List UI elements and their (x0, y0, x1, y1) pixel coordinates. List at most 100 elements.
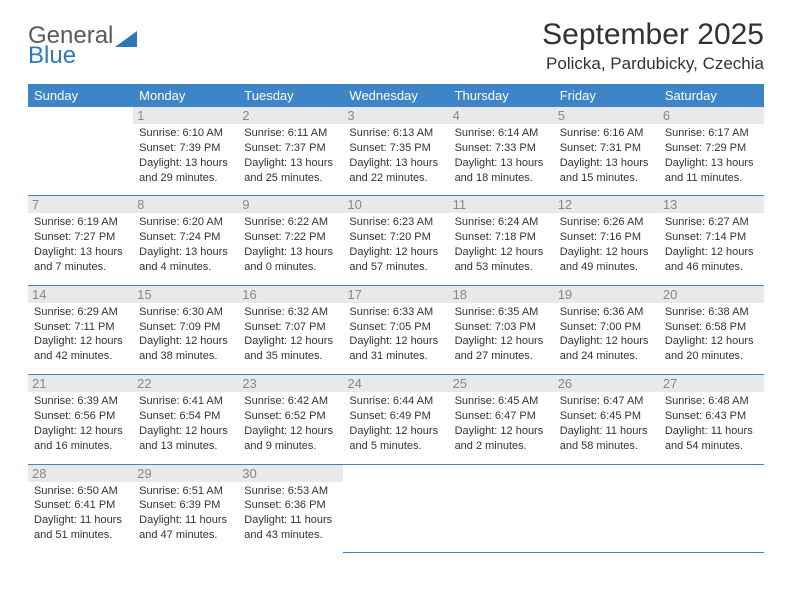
day-number: 6 (659, 107, 764, 124)
sunset-line: Sunset: 7:29 PM (665, 141, 758, 156)
location: Policka, Pardubicky, Czechia (542, 54, 764, 74)
day-number: 18 (449, 286, 554, 303)
calendar-row: 28 Sunrise: 6:50 AMSunset: 6:41 PM Dayligh… (28, 464, 764, 553)
day-cell: 10Sunrise: 6:23 AMSunset: 7:20 PMDayligh… (343, 196, 448, 285)
daylight-line: Daylight: 12 hours and 57 minutes. (349, 245, 442, 275)
weekday-header: Monday (133, 84, 238, 107)
sunrise-line: Sunrise: 6:17 AM (665, 126, 758, 141)
month-title: September 2025 (542, 18, 764, 52)
daylight-line: Daylight: 13 hours and 22 minutes. (349, 156, 442, 186)
daylight-line: Daylight: 12 hours and 46 minutes. (665, 245, 758, 275)
sunset-line: Sunset: 7:07 PM (244, 320, 337, 335)
sunrise-line: Sunrise: 6:36 AM (560, 305, 653, 320)
day-number: 28 (28, 465, 133, 482)
sunrise-line: Sunrise: 6:50 AM (34, 484, 127, 499)
day-cell: 29Sunrise: 6:51 AMSunset: 6:39 PMDayligh… (133, 464, 238, 553)
calendar-row: 1Sunrise: 6:10 AMSunset: 7:39 PMDaylight… (28, 107, 764, 196)
daylight-line: Daylight: 12 hours and 16 minutes. (34, 424, 127, 454)
sunset-line: Sunset: 7:20 PM (349, 230, 442, 245)
day-number: 3 (343, 107, 448, 124)
day-number: 23 (238, 375, 343, 392)
sunrise-line: Sunrise: 6:20 AM (139, 215, 232, 230)
sunrise-line: Sunrise: 6:53 AM (244, 484, 337, 499)
logo-text-wrap: General Blue (28, 24, 113, 68)
day-number: 17 (343, 286, 448, 303)
empty-cell (554, 464, 659, 553)
sunrise-line: Sunrise: 6:32 AM (244, 305, 337, 320)
title-block: September 2025 Policka, Pardubicky, Czec… (542, 18, 764, 74)
sunrise-line: Sunrise: 6:39 AM (34, 394, 127, 409)
calendar-row: 7Sunrise: 6:19 AMSunset: 7:27 PMDaylight… (28, 196, 764, 285)
sunrise-line: Sunrise: 6:47 AM (560, 394, 653, 409)
sunset-line: Sunset: 7:33 PM (455, 141, 548, 156)
sunrise-line: Sunrise: 6:38 AM (665, 305, 758, 320)
day-cell: 15Sunrise: 6:30 AMSunset: 7:09 PMDayligh… (133, 285, 238, 374)
sunset-line: Sunset: 6:47 PM (455, 409, 548, 424)
day-number: 20 (659, 286, 764, 303)
daylight-line: Daylight: 12 hours and 13 minutes. (139, 424, 232, 454)
daylight-line: Daylight: 12 hours and 42 minutes. (34, 334, 127, 364)
day-cell: 18Sunrise: 6:35 AMSunset: 7:03 PMDayligh… (449, 285, 554, 374)
day-cell: 25Sunrise: 6:45 AMSunset: 6:47 PMDayligh… (449, 375, 554, 464)
day-number: 5 (554, 107, 659, 124)
sunrise-line: Sunrise: 6:41 AM (139, 394, 232, 409)
sunset-line: Sunset: 7:16 PM (560, 230, 653, 245)
day-cell: 24Sunrise: 6:44 AMSunset: 6:49 PMDayligh… (343, 375, 448, 464)
daylight-line: Daylight: 13 hours and 29 minutes. (139, 156, 232, 186)
sunset-line: Sunset: 7:14 PM (665, 230, 758, 245)
sunrise-line: Sunrise: 6:27 AM (665, 215, 758, 230)
daylight-line: Daylight: 11 hours and 43 minutes. (244, 513, 337, 543)
day-number: 4 (449, 107, 554, 124)
sunrise-line: Sunrise: 6:48 AM (665, 394, 758, 409)
sunset-line: Sunset: 7:39 PM (139, 141, 232, 156)
day-number: 15 (133, 286, 238, 303)
sunset-line: Sunset: 7:18 PM (455, 230, 548, 245)
day-cell: 4Sunrise: 6:14 AMSunset: 7:33 PMDaylight… (449, 107, 554, 196)
day-number: 27 (659, 375, 764, 392)
day-number: 14 (28, 286, 133, 303)
sunset-line: Sunset: 7:05 PM (349, 320, 442, 335)
sunset-line: Sunset: 7:27 PM (34, 230, 127, 245)
daylight-line: Daylight: 12 hours and 24 minutes. (560, 334, 653, 364)
sunrise-line: Sunrise: 6:33 AM (349, 305, 442, 320)
daylight-line: Daylight: 13 hours and 7 minutes. (34, 245, 127, 275)
sunset-line: Sunset: 6:36 PM (244, 498, 337, 513)
sunset-line: Sunset: 7:35 PM (349, 141, 442, 156)
sunset-line: Sunset: 6:43 PM (665, 409, 758, 424)
daylight-line: Daylight: 13 hours and 0 minutes. (244, 245, 337, 275)
daylight-line: Daylight: 12 hours and 35 minutes. (244, 334, 337, 364)
day-number: 12 (554, 196, 659, 213)
daylight-line: Daylight: 13 hours and 25 minutes. (244, 156, 337, 186)
sunrise-line: Sunrise: 6:14 AM (455, 126, 548, 141)
daylight-line: Daylight: 12 hours and 38 minutes. (139, 334, 232, 364)
sunrise-line: Sunrise: 6:45 AM (455, 394, 548, 409)
empty-cell (449, 464, 554, 553)
sunset-line: Sunset: 6:54 PM (139, 409, 232, 424)
day-cell: 9Sunrise: 6:22 AMSunset: 7:22 PMDaylight… (238, 196, 343, 285)
day-number: 8 (133, 196, 238, 213)
weekday-header: Thursday (449, 84, 554, 107)
day-cell: 2Sunrise: 6:11 AMSunset: 7:37 PMDaylight… (238, 107, 343, 196)
day-cell: 7Sunrise: 6:19 AMSunset: 7:27 PMDaylight… (28, 196, 133, 285)
sunrise-line: Sunrise: 6:23 AM (349, 215, 442, 230)
day-number: 25 (449, 375, 554, 392)
sunset-line: Sunset: 6:52 PM (244, 409, 337, 424)
day-number: 13 (659, 196, 764, 213)
day-cell: 20Sunrise: 6:38 AMSunset: 6:58 PMDayligh… (659, 285, 764, 374)
empty-cell (343, 464, 448, 553)
sunrise-line: Sunrise: 6:51 AM (139, 484, 232, 499)
day-cell: 5Sunrise: 6:16 AMSunset: 7:31 PMDaylight… (554, 107, 659, 196)
day-number: 30 (238, 465, 343, 482)
logo-triangle-icon (113, 29, 139, 49)
sunrise-line: Sunrise: 6:13 AM (349, 126, 442, 141)
day-cell: 22Sunrise: 6:41 AMSunset: 6:54 PMDayligh… (133, 375, 238, 464)
sunrise-line: Sunrise: 6:26 AM (560, 215, 653, 230)
sunset-line: Sunset: 7:22 PM (244, 230, 337, 245)
logo: General Blue (28, 24, 139, 68)
weekday-header: Sunday (28, 84, 133, 107)
weekday-header: Wednesday (343, 84, 448, 107)
day-cell: 6Sunrise: 6:17 AMSunset: 7:29 PMDaylight… (659, 107, 764, 196)
sunrise-line: Sunrise: 6:10 AM (139, 126, 232, 141)
day-number: 1 (133, 107, 238, 124)
sunset-line: Sunset: 6:41 PM (34, 498, 127, 513)
